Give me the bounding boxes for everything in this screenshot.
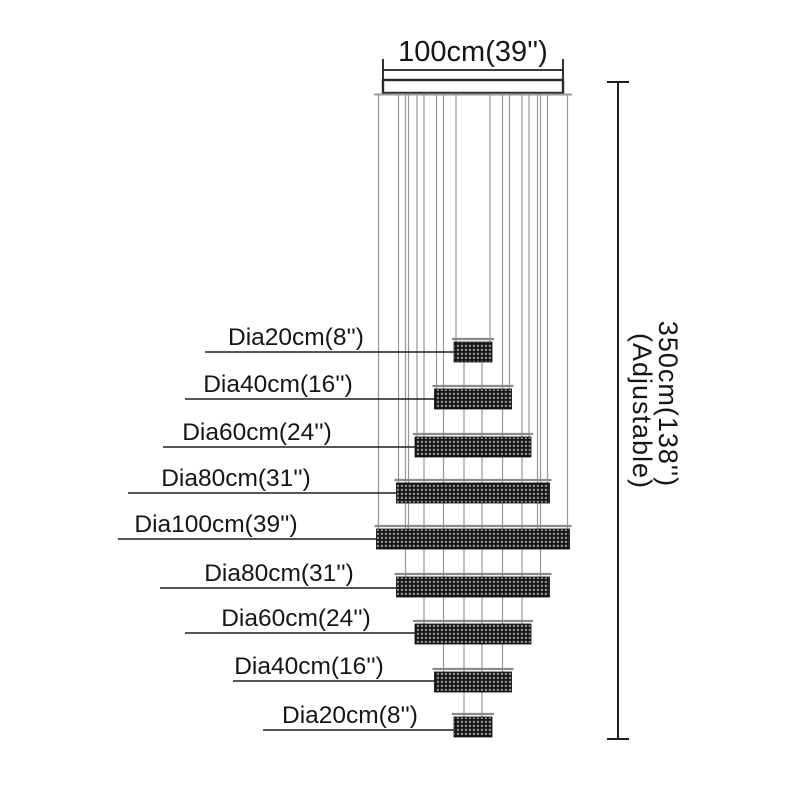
ceiling-plate	[381, 78, 565, 95]
tier-label-text: Dia80cm(31'')	[161, 465, 311, 492]
side-dimension-label-adjustable: (Adjustable)	[627, 333, 657, 489]
tier-label-text: Dia60cm(24'')	[221, 605, 371, 632]
tier-body	[453, 716, 493, 738]
tier-bar	[432, 384, 514, 410]
tier-bar	[452, 712, 494, 738]
tier-body	[434, 388, 512, 410]
tier-label-text: Dia20cm(8'')	[228, 324, 364, 351]
tier-bar	[394, 572, 552, 598]
tier-label-group: Dia40cm(16'')	[233, 653, 435, 682]
suspension-wires	[377, 94, 569, 718]
side-dimension-group: 350cm(138'') (Adjustable)	[607, 81, 683, 740]
tier-labels: Dia20cm(8'') Dia40cm(16'') Dia60cm(24'') Di…	[118, 324, 454, 731]
tier-label-group: Dia40cm(16'')	[185, 371, 435, 400]
tier-label-group: Dia20cm(8'')	[205, 324, 454, 353]
tier-label-group: Dia80cm(31'')	[160, 560, 397, 589]
tier-label-group: Dia100cm(39'')	[118, 511, 377, 540]
side-dimension-label-value: 350cm(138'')	[653, 321, 683, 487]
tier-label-text: Dia60cm(24'')	[182, 419, 332, 446]
tier-label-text: Dia40cm(16'')	[203, 371, 353, 398]
tier-label-group: Dia80cm(31'')	[128, 465, 397, 494]
tier-bar	[413, 432, 533, 458]
tier-body	[453, 341, 493, 363]
tier-bar	[452, 337, 494, 363]
tier-body	[396, 576, 550, 598]
tier-bar	[432, 667, 514, 693]
tier-bar	[374, 524, 572, 550]
tier-body	[414, 436, 532, 458]
tier-label-text: Dia80cm(31'')	[204, 560, 354, 587]
ceiling-plate-group	[374, 78, 572, 96]
top-dimension-label: 100cm(39'')	[398, 36, 548, 68]
tier-body	[414, 623, 532, 645]
tier-body	[396, 482, 550, 504]
tier-body	[376, 528, 570, 550]
tier-label-text: Dia20cm(8'')	[282, 702, 418, 729]
tier-bar	[394, 478, 552, 504]
top-dimension-group: 100cm(39'')	[382, 36, 564, 81]
tier-bar	[413, 619, 533, 645]
tier-body	[434, 671, 512, 693]
tier-label-group: Dia20cm(8'')	[263, 702, 454, 731]
tier-label-group: Dia60cm(24'')	[185, 605, 415, 634]
tier-label-text: Dia40cm(16'')	[234, 653, 384, 680]
tier-label-group: Dia60cm(24'')	[163, 419, 415, 448]
tier-label-text: Dia100cm(39'')	[134, 511, 297, 538]
